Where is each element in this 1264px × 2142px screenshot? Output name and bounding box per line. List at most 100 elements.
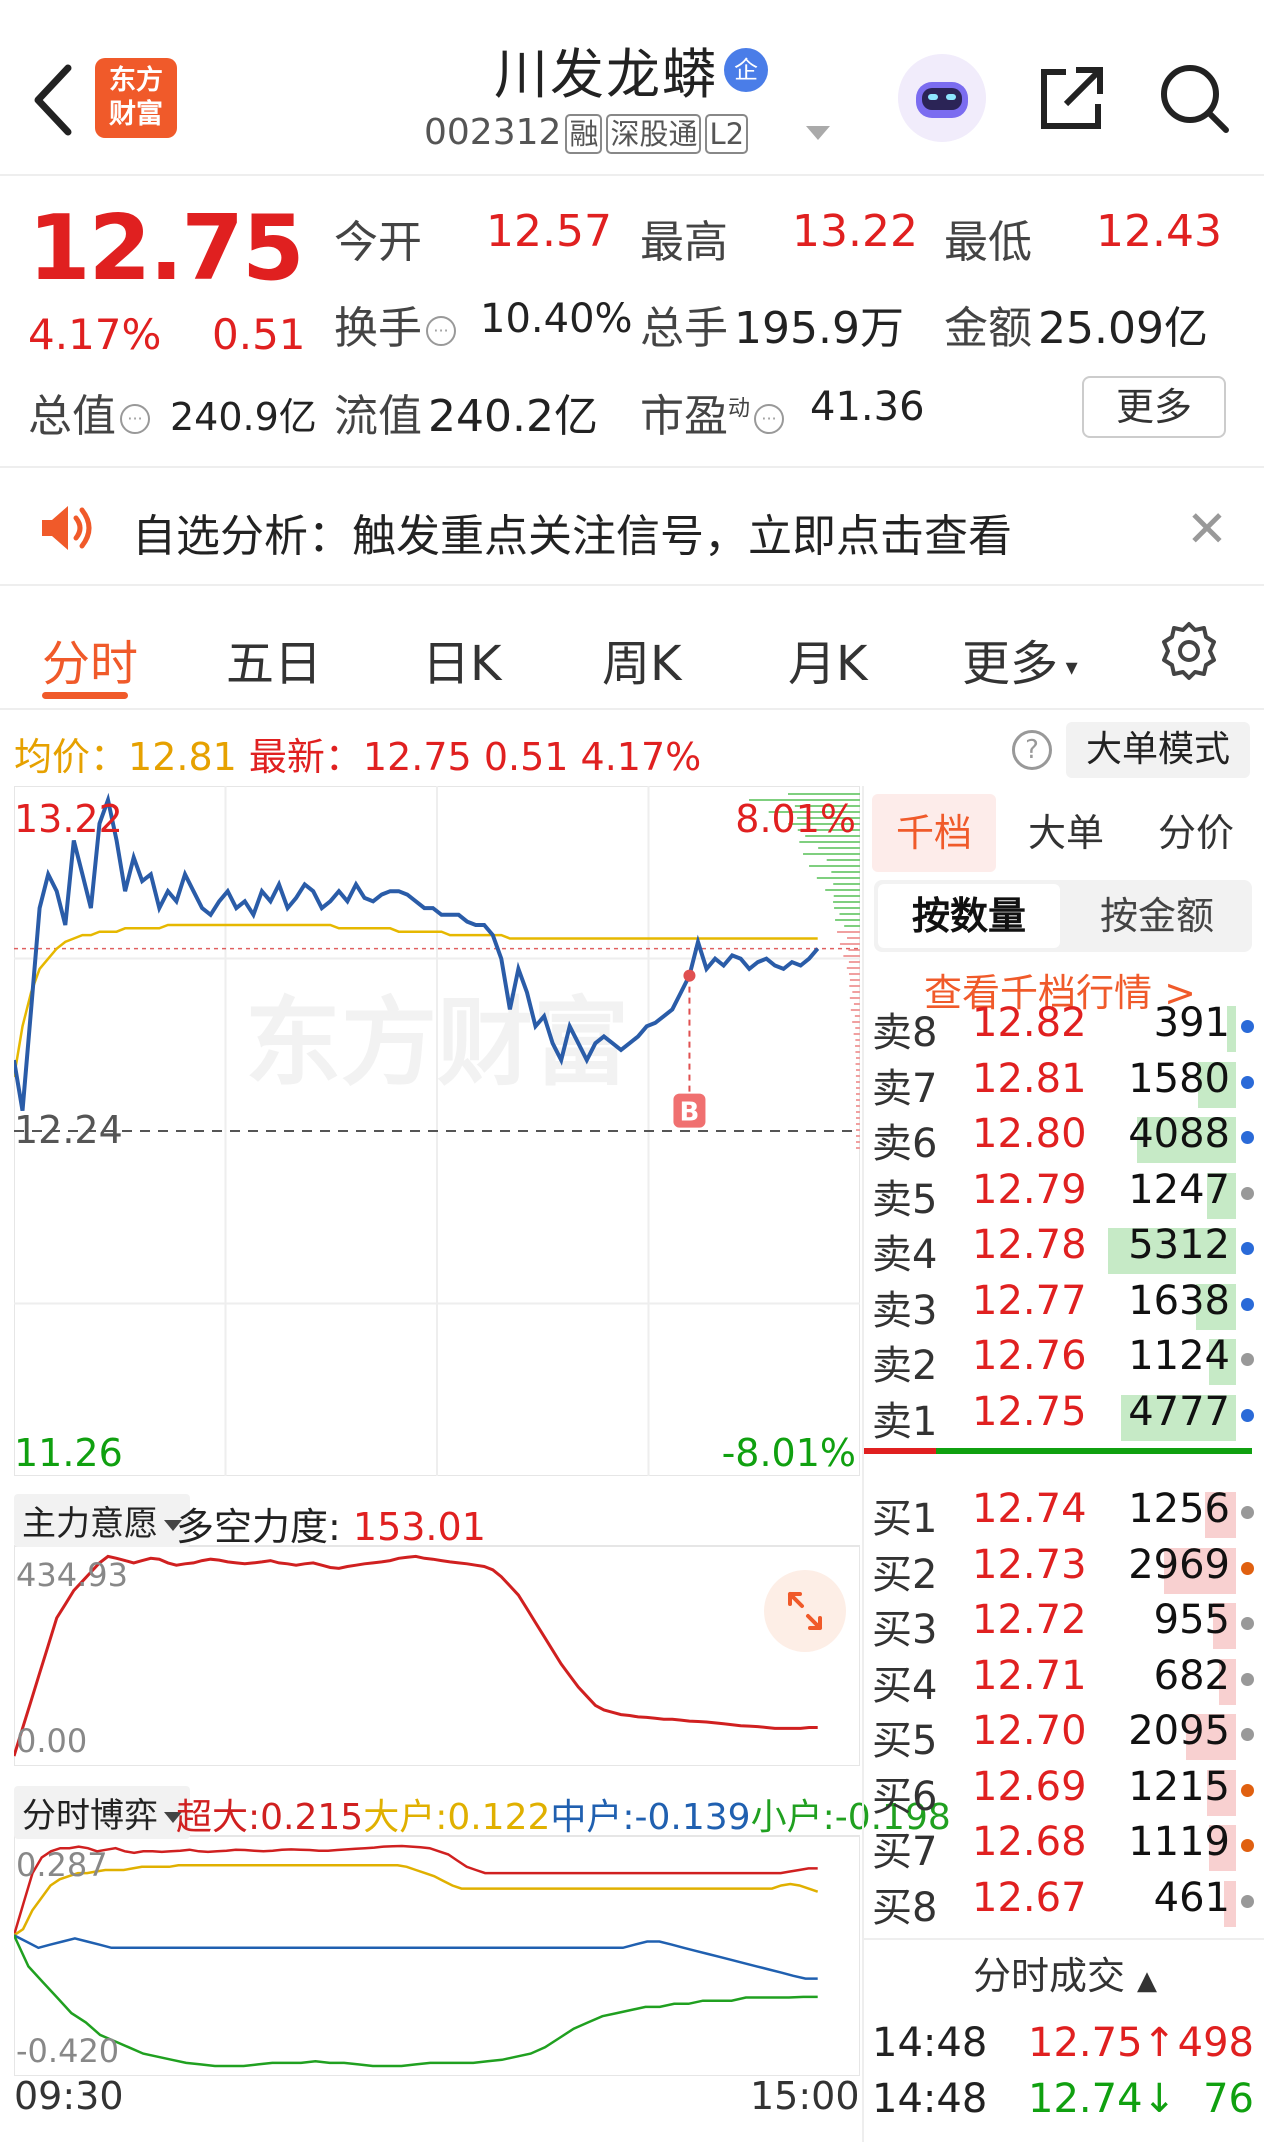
level-label: 卖1 [872,1398,938,1445]
level-label: 买2 [872,1551,938,1598]
share-icon[interactable] [1036,62,1108,134]
level-volume: 1638 [1128,1277,1230,1324]
level-label: 卖8 [872,1010,938,1056]
latest-label: 最新： [248,735,363,779]
mktcap-label[interactable]: 总值 ··· [28,380,154,444]
ask-row[interactable]: 卖6 12.80 4088 [864,1111,1264,1167]
bid-row[interactable]: 买5 12.70 2095 [864,1708,1264,1764]
bid-row[interactable]: 买7 12.68 1119 [864,1819,1264,1875]
order-flow-chart[interactable]: 0.287 -0.420 [14,1776,860,2076]
level-dot [1241,1672,1254,1686]
tab-five-day[interactable]: 五日 [226,636,323,692]
bid-row[interactable]: 买1 12.74 1256 [864,1486,1264,1542]
flow-line-2 [14,1934,818,1980]
ask-row[interactable]: 卖8 12.82 391 [864,1000,1264,1056]
tab-monthly-k[interactable]: 月K [788,636,868,692]
tab-daily-k[interactable]: 日K [422,636,502,692]
trades-header-label: 分时成交 [972,1954,1125,1998]
volume-bar [1227,1006,1236,1052]
trades-header[interactable]: 分时成交 ▲ [864,1938,1264,2010]
robot-avatar[interactable] [898,54,986,142]
header: 东方 财富 川发龙蟒 企 002312 融深股通 L2 [0,0,1264,176]
flow-line-0 [14,1844,818,1936]
marker-dot [683,969,696,982]
chevron-down-icon[interactable] [806,126,830,140]
tab-price-dist[interactable]: 分价 [1157,811,1234,855]
info-icon[interactable]: ··· [120,404,150,434]
close-icon[interactable]: ✕ [1186,500,1228,558]
volume-value: 195.9万 [734,303,904,354]
level-label: 买7 [872,1829,938,1875]
tab-weekly-k[interactable]: 周K [602,636,682,692]
pe-value: 41.36 [810,384,925,430]
bid-row[interactable]: 买2 12.73 2969 [864,1542,1264,1598]
main-force-chart[interactable]: 434.93 0.00 [14,1486,860,1766]
stock-code-row[interactable]: 002312 融深股通 L2 [424,112,749,154]
ask-row[interactable]: 卖5 12.79 1247 [864,1167,1264,1223]
tab-big-order[interactable]: 大单 [1027,811,1104,855]
volume-bar [1108,1228,1236,1274]
stock-code: 002312 [424,112,562,153]
indicator-selector-1[interactable]: 主力意愿 [14,1494,190,1547]
gear-icon[interactable] [1158,620,1220,682]
ask-row[interactable]: 卖7 12.81 1580 [864,1056,1264,1112]
info-icon[interactable]: ··· [426,316,456,346]
avg-label: 均价： [14,735,129,779]
level-volume: 2969 [1128,1541,1230,1588]
trade-row: 14:48 12.75↑ 498 [864,2020,1264,2076]
turnover-value: 10.40% [480,296,633,342]
search-icon[interactable] [1156,60,1232,136]
chevron-down-icon: ▾ [1058,653,1078,681]
indicator-selector-2[interactable]: 分时博弈 [14,1786,190,1839]
enterprise-badge: 企 [724,48,768,92]
tag-l2: L2 [705,114,749,154]
big-order-mode-button[interactable]: 大单模式 [1066,722,1250,778]
ask-row[interactable]: 卖2 12.76 1124 [864,1333,1264,1389]
level-volume: 1119 [1128,1819,1230,1865]
turnover-label[interactable]: 换手 ··· [334,292,460,356]
tab-more[interactable]: 更多 ▾ [962,624,1078,694]
ask-row[interactable]: 卖4 12.78 5312 [864,1222,1264,1278]
trade-time: 14:48 [872,2020,988,2066]
intraday-price-chart[interactable]: 东方财富 B 13.22 12.24 11.26 8.01% -8.01% [14,786,860,1476]
y-tick-low: 0.00 [16,1722,87,1760]
volume-bar [1164,1547,1236,1594]
bid-row[interactable]: 买6 12.69 1215 [864,1764,1264,1820]
avg-value: 12.81 [128,735,237,779]
tab-intraday[interactable]: 分时 [42,636,139,692]
volume-bar [1205,1492,1236,1538]
back-icon[interactable] [28,60,78,140]
ask-row[interactable]: 卖1 12.75 4777 [864,1389,1264,1445]
app-logo[interactable]: 东方 财富 [95,58,177,138]
ask-row[interactable]: 卖3 12.77 1638 [864,1278,1264,1334]
bid-row[interactable]: 买8 12.67 461 [864,1875,1264,1931]
pe-label[interactable]: 市盈动 ··· [640,380,788,444]
expand-icon[interactable] [764,1570,846,1652]
buy-marker [673,1093,706,1128]
info-icon[interactable]: ··· [754,404,785,434]
tag-connect: 深股通 [606,114,702,154]
pe-superscript: 动 [728,396,751,422]
volume-bar [1137,1117,1236,1163]
level-label: 卖5 [872,1176,938,1223]
bid-row[interactable]: 买4 12.71 682 [864,1653,1264,1709]
help-icon[interactable]: ? [1012,730,1052,770]
level-price: 12.68 [972,1819,1087,1865]
flow-line-1 [14,1864,819,1937]
more-button[interactable]: 更多 [1082,376,1226,438]
open-value: 12.57 [486,206,612,257]
depth-link[interactable]: 查看千档行情 > [924,971,1196,1015]
level-label: 卖4 [872,1232,938,1278]
notice-bar[interactable]: 自选分析：触发重点关注信号，立即点击查看 ✕ [0,466,1264,586]
y-tick-low: 11.26 [14,1431,123,1475]
trade-price: 12.75↑ [1028,2020,1177,2066]
notice-text: 自选分析：触发重点关注信号，立即点击查看 [132,511,1012,562]
seg-by-quantity[interactable]: 按数量 [878,884,1060,948]
price-line [14,792,820,1112]
level-dot [1241,1617,1254,1630]
seg-by-amount[interactable]: 按金额 [1099,894,1214,938]
level-price: 12.81 [972,1055,1087,1102]
bid-row[interactable]: 买3 12.72 955 [864,1597,1264,1653]
tab-depth[interactable]: 千档 [872,794,996,872]
level-volume: 955 [1153,1597,1230,1643]
